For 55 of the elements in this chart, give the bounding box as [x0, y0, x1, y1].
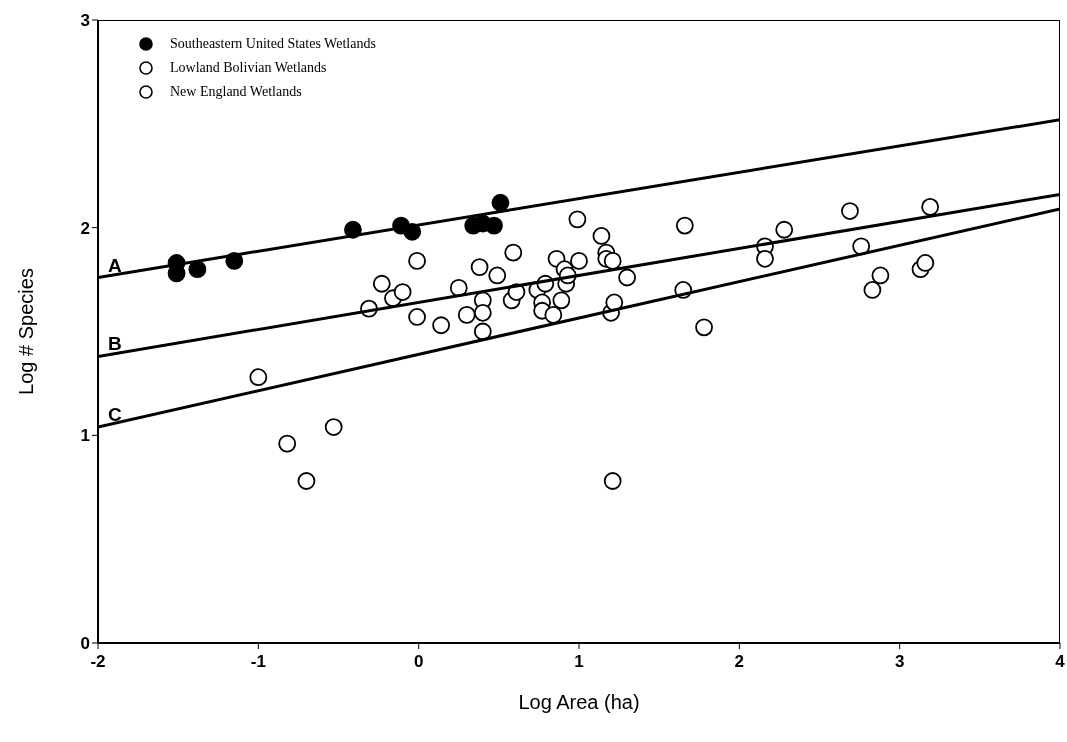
point	[921, 198, 940, 216]
point	[485, 216, 503, 235]
point	[408, 251, 426, 270]
point	[488, 266, 507, 285]
x-axis-title: Log Area (ha)	[518, 691, 640, 713]
point	[188, 260, 207, 279]
series-label: B	[108, 333, 122, 355]
x-tick-label: 3	[894, 652, 905, 672]
point	[603, 251, 622, 270]
point	[457, 305, 476, 324]
y-tick-label: 3	[80, 11, 90, 31]
point	[408, 308, 426, 326]
point	[278, 434, 297, 453]
x-tick-label: -1	[250, 652, 266, 672]
point	[618, 268, 636, 287]
point	[871, 266, 890, 285]
x-tick-label: 2	[734, 652, 745, 672]
point	[432, 316, 451, 335]
point	[473, 322, 492, 341]
point	[544, 305, 563, 324]
point	[372, 274, 391, 293]
y-tick-label: 1	[80, 426, 90, 446]
x-tick-label: 1	[574, 652, 584, 672]
point	[603, 472, 622, 490]
legend-label: New England Wetlands	[170, 83, 302, 101]
y-axis-title: Log # Species	[15, 268, 38, 395]
point	[393, 283, 412, 301]
y-tick-label: 0	[80, 634, 90, 654]
point	[756, 249, 774, 268]
x-tick-label: -2	[90, 652, 106, 672]
series-label: A	[108, 254, 122, 276]
y-tick-label: 2	[80, 218, 90, 238]
point	[570, 251, 588, 270]
point	[568, 210, 587, 229]
point	[592, 227, 611, 245]
point	[249, 368, 268, 387]
point	[491, 193, 510, 212]
series-label: C	[108, 404, 122, 426]
point	[449, 278, 468, 297]
x-tick-label: 4	[1055, 652, 1066, 672]
point	[297, 472, 316, 490]
x-tick-label: 0	[413, 652, 424, 672]
point	[504, 243, 523, 262]
point	[675, 216, 694, 235]
point	[324, 418, 343, 436]
point	[841, 202, 859, 220]
point	[863, 281, 882, 299]
point	[473, 303, 492, 322]
point	[552, 291, 571, 310]
legend-label: Lowland Bolivian Wetlands	[170, 59, 327, 77]
point	[916, 254, 935, 272]
point	[695, 318, 713, 337]
point	[775, 220, 794, 239]
point	[470, 258, 489, 277]
legend-label: Southeastern United States Wetlands	[170, 35, 376, 53]
